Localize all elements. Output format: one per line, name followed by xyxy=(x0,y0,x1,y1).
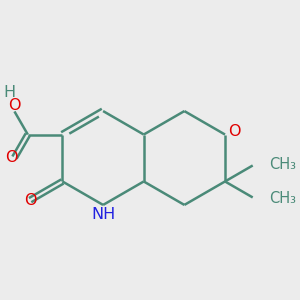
Text: O: O xyxy=(8,98,21,112)
Text: O: O xyxy=(228,124,241,140)
Text: H: H xyxy=(3,85,15,100)
Text: O: O xyxy=(24,193,36,208)
Text: CH₃: CH₃ xyxy=(269,157,296,172)
Text: CH₃: CH₃ xyxy=(269,191,296,206)
Text: O: O xyxy=(5,150,18,165)
Text: NH: NH xyxy=(91,207,115,222)
